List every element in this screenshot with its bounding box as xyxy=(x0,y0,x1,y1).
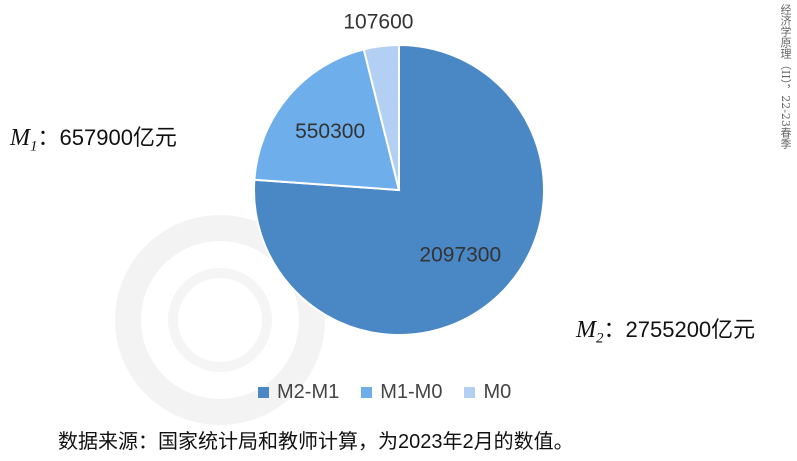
source-note: 数据来源：国家统计局和教师计算，为2023年2月的数值。 xyxy=(58,431,574,453)
legend-swatch-m2-m1 xyxy=(258,386,269,398)
m2-sub: 2 xyxy=(596,330,604,347)
watermark-inner-ring xyxy=(168,268,272,372)
legend-label-m0: M0 xyxy=(483,380,512,403)
pie-slice-m0 xyxy=(362,43,400,191)
legend-item-m1-m0: M1-M0 xyxy=(361,381,442,404)
legend-label-m1-m0: M1-M0 xyxy=(380,380,443,403)
legend-label-m2-m1: M2-M1 xyxy=(277,380,340,403)
m2-value: 2755200亿元 xyxy=(625,317,756,342)
pie-slice-m1-m0 xyxy=(253,48,401,192)
course-side-text: 经济学原理（II），22-23春季 xyxy=(779,4,792,149)
m2-sep: ： xyxy=(603,317,626,342)
m1-var: M xyxy=(10,125,30,151)
data-label-m0: 107600 xyxy=(343,11,413,34)
m1-annotation: M1：657900亿元 xyxy=(10,120,177,155)
m1-sep: ： xyxy=(37,125,60,150)
legend-item-m2-m1: M2-M1 xyxy=(258,381,339,404)
legend-item-m0: M0 xyxy=(464,381,511,404)
data-label-m2-m1: 2097300 xyxy=(419,243,501,266)
legend-swatch-m1-m0 xyxy=(361,386,373,398)
m1-value: 657900亿元 xyxy=(59,125,177,150)
m1-sub: 1 xyxy=(30,138,38,155)
data-label-m1-m0: 550300 xyxy=(295,120,365,143)
legend-swatch-m0 xyxy=(464,386,476,398)
chart-legend: M2-M1 M1-M0 M0 xyxy=(258,377,511,407)
m2-annotation: M2：2755200亿元 xyxy=(576,312,755,347)
m2-var: M xyxy=(576,317,596,343)
